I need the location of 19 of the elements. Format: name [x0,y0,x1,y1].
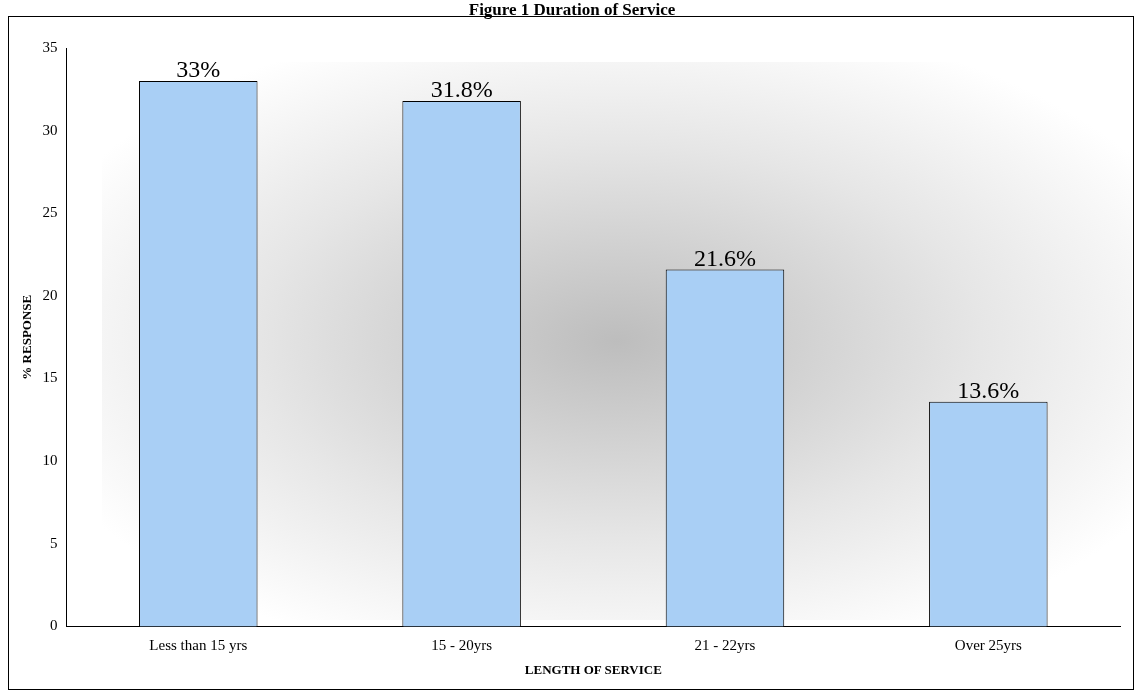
data-label: 31.8% [430,76,493,103]
data-label: 21.6% [693,244,756,271]
y-tick-label: 20 [42,286,58,303]
x-tick-label: 15 - 20yrs [431,637,493,654]
x-tick-label: Less than 15 yrs [149,637,248,654]
x-tick-label: 21 - 22yrs [694,637,756,654]
x-tick-label: Over 25yrs [954,637,1023,654]
data-label: 13.6% [957,376,1020,403]
y-tick-label: 0 [50,617,58,634]
chart-title: Figure 1 Duration of Service [467,0,677,20]
y-tick-label: 30 [42,121,58,138]
x-axis-title: LENGTH OF SERVICE [524,661,662,677]
y-tick-label: 25 [42,204,58,221]
y-tick-label: 15 [42,369,58,386]
y-axis-title: % RESPONSE [19,294,35,380]
y-tick-label: 5 [50,534,58,551]
y-tick-label: 10 [42,452,58,469]
data-label: 33% [176,56,221,83]
y-tick-label: 35 [42,38,58,55]
